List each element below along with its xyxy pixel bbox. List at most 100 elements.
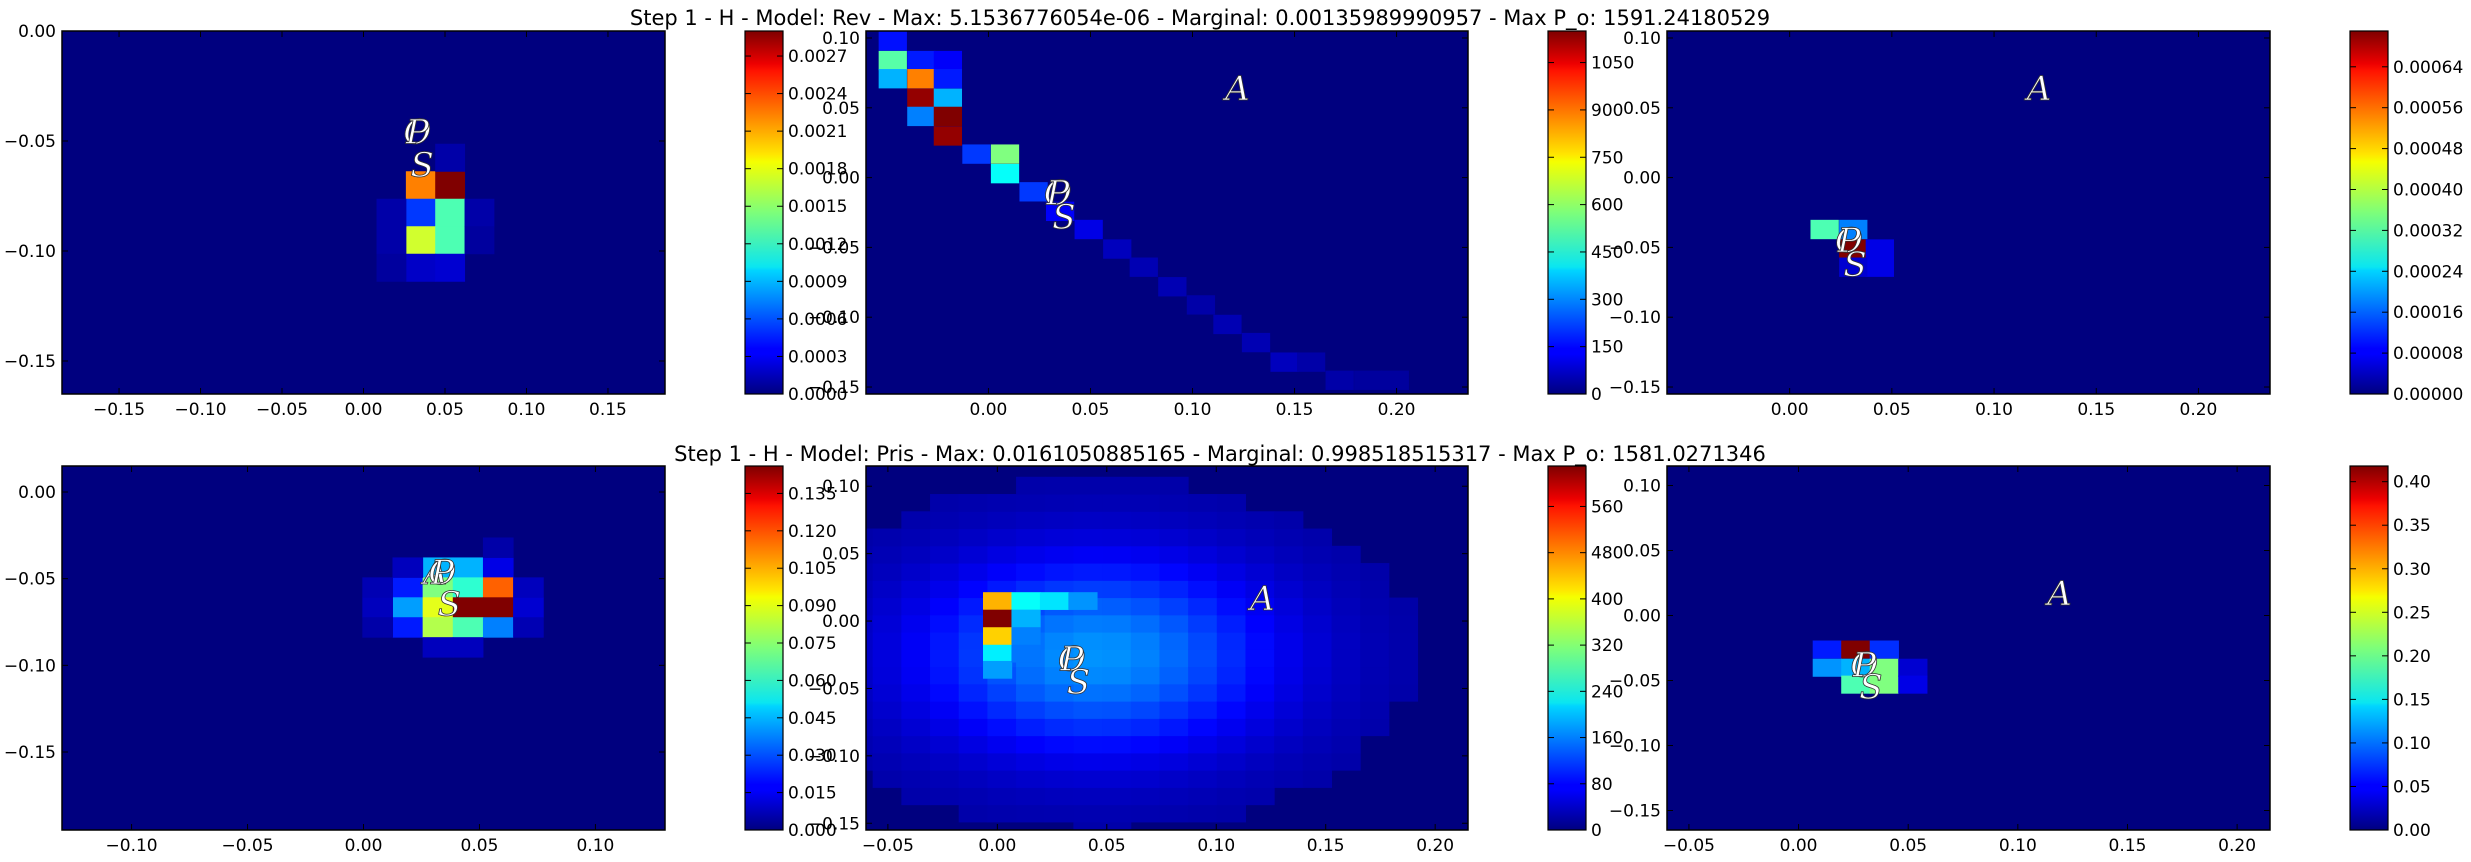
heatmap-cell xyxy=(1245,545,1275,564)
heatmap-cell xyxy=(907,50,936,71)
heatmap-cell xyxy=(1044,476,1074,495)
heatmap-cell xyxy=(1159,701,1189,719)
point-marker-s: S xyxy=(1859,668,1882,708)
heatmap-cell xyxy=(907,106,936,127)
heatmap-cell xyxy=(1073,718,1103,737)
heatmap-cell xyxy=(482,537,514,558)
heatmap-cell xyxy=(958,632,988,650)
heatmap-cell xyxy=(422,637,454,658)
point-marker-s: S xyxy=(438,584,461,624)
heatmap-cell xyxy=(901,632,931,650)
colorbar-tick-label: 0.00024 xyxy=(2393,262,2463,282)
heatmap-cell xyxy=(987,563,1017,581)
heatmap-cell xyxy=(1331,563,1361,581)
heatmap-cell xyxy=(1044,666,1074,685)
heatmap-cell xyxy=(1016,545,1046,564)
point-marker-p: P xyxy=(1059,639,1084,679)
colorbar-tick-label: 0.00 xyxy=(2393,821,2431,841)
heatmap-cell xyxy=(958,545,988,564)
heatmap-background xyxy=(1667,466,2270,830)
heatmap-cell xyxy=(435,198,466,227)
heatmap-cell xyxy=(1354,370,1383,390)
heatmap-cell xyxy=(1360,701,1390,719)
heatmap-cell xyxy=(452,597,484,618)
point-marker-a: A xyxy=(1247,579,1275,619)
heatmap-cell xyxy=(930,511,960,530)
heatmap-cell xyxy=(513,617,544,638)
heatmap-cell xyxy=(1331,735,1361,754)
heatmap-cell xyxy=(1102,545,1132,564)
heatmap-cell xyxy=(1274,649,1304,668)
heatmap-cell xyxy=(983,644,1013,663)
heatmap-cell xyxy=(1302,632,1333,650)
heatmap-cell xyxy=(1360,597,1390,616)
heatmap-cell xyxy=(1159,563,1189,581)
heatmap-cell xyxy=(872,701,902,719)
heatmap-background xyxy=(62,31,665,394)
colorbar-tick-label: 0.120 xyxy=(788,522,837,542)
heatmap-cell xyxy=(1130,494,1160,512)
x-tick-label: −0.10 xyxy=(106,836,158,856)
heatmap-cell xyxy=(901,683,931,702)
heatmap-cell xyxy=(872,632,902,650)
heatmap-cell xyxy=(1039,592,1070,610)
heatmap-cell xyxy=(930,494,960,512)
heatmap-cell xyxy=(1073,545,1103,564)
point-marker-p: P xyxy=(1836,221,1861,261)
heatmap-cell xyxy=(958,752,988,771)
heatmap-cell xyxy=(392,617,424,638)
heatmap-cell xyxy=(1074,219,1103,240)
heatmap-cell xyxy=(1216,649,1246,668)
heatmap-cell xyxy=(1159,649,1189,668)
heatmap-background xyxy=(866,31,1468,394)
heatmap-cell xyxy=(1044,752,1074,771)
heatmap-cell xyxy=(1188,770,1218,788)
heatmap-cell xyxy=(1016,563,1046,581)
x-tick-label: 0.10 xyxy=(1975,400,2013,420)
heatmap-cell xyxy=(990,163,1020,184)
y-tick-label: 0.00 xyxy=(822,169,860,189)
heatmap-cell xyxy=(1216,787,1246,806)
colorbar-tick-label: 0 xyxy=(1591,821,1602,841)
heatmap-cell xyxy=(1216,718,1246,737)
heatmap-cell xyxy=(1245,701,1275,719)
heatmap-cell xyxy=(1130,597,1160,616)
heatmap-cell xyxy=(1841,675,1871,694)
heatmap-cell xyxy=(872,735,902,754)
y-tick-label: −0.15 xyxy=(808,378,860,398)
heatmap-cell xyxy=(1245,632,1275,650)
point-marker-a: A xyxy=(2024,69,2052,109)
heatmap-cell xyxy=(872,649,902,668)
heatmap-cell xyxy=(1188,545,1218,564)
heatmap-cell xyxy=(987,718,1017,737)
heatmap-cell xyxy=(1360,632,1390,650)
heatmap-cell xyxy=(1360,614,1390,633)
heatmap-cell xyxy=(1159,683,1189,702)
heatmap-cell xyxy=(452,557,484,578)
heatmap-cell xyxy=(1102,528,1132,547)
heatmap-cell xyxy=(1245,597,1275,616)
heatmap-cell xyxy=(1245,735,1275,754)
x-tick-label: −0.05 xyxy=(221,836,273,856)
colorbar-tick-label: 0.00016 xyxy=(2393,303,2463,323)
heatmap-cell xyxy=(958,511,988,530)
y-tick-label: −0.15 xyxy=(1609,378,1661,398)
colorbar-tick-label: 0.105 xyxy=(788,559,837,579)
point-marker-p: P xyxy=(405,112,430,152)
heatmap-cell xyxy=(1869,640,1899,659)
heatmap-cell xyxy=(930,735,960,754)
point-marker-s: S xyxy=(1843,245,1866,285)
heatmap-cell xyxy=(1245,649,1275,668)
heatmap-cell xyxy=(513,577,544,598)
heatmap-cell xyxy=(1016,476,1046,495)
heatmap-cell xyxy=(452,637,484,658)
colorbar-tick-label: 0.015 xyxy=(788,784,837,804)
y-tick-label: −0.10 xyxy=(808,308,860,328)
heatmap-cell xyxy=(958,718,988,737)
heatmap-cell xyxy=(1130,787,1160,806)
plot-frame xyxy=(1666,30,2271,395)
heatmap-cell xyxy=(1388,649,1419,668)
y-tick-label: 0.00 xyxy=(18,483,56,503)
heatmap-background xyxy=(62,466,665,830)
